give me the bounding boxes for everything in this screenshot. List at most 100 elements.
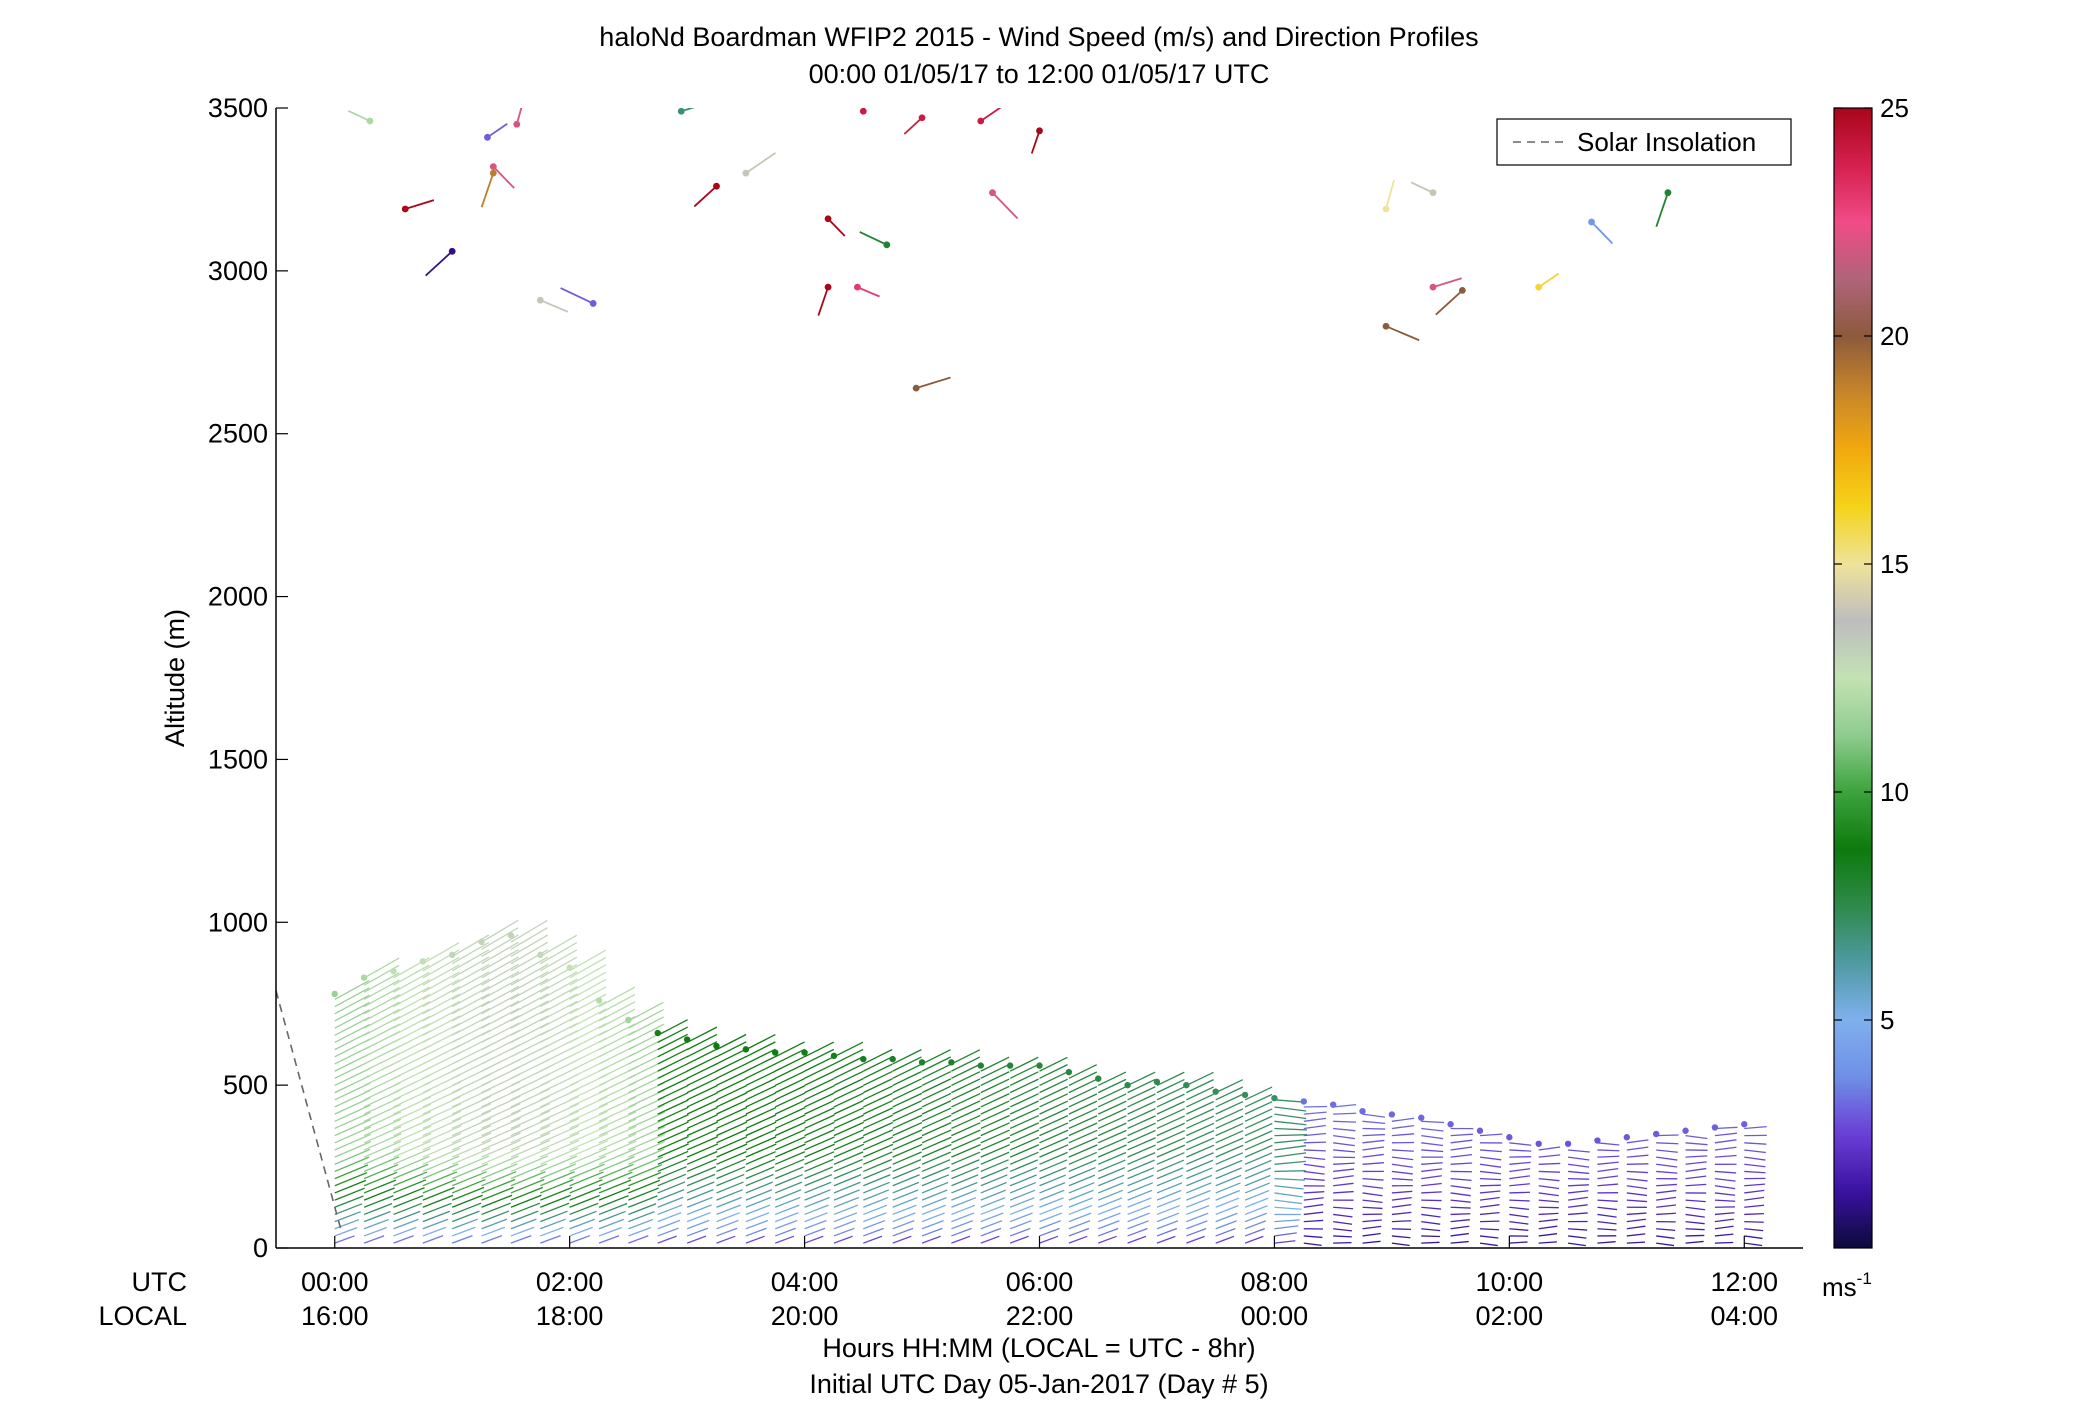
wind-barb <box>1685 1134 1708 1140</box>
wind-barb <box>980 1235 1000 1244</box>
wind-barb <box>510 1000 549 1022</box>
x-row-label-utc: UTC <box>132 1267 188 1297</box>
wind-barb <box>1097 1129 1127 1144</box>
wind-barb <box>863 1227 884 1237</box>
wind-barb <box>363 1096 401 1115</box>
wind-barb <box>569 1015 607 1036</box>
wind-barb <box>1626 1241 1646 1244</box>
wind-barb <box>1039 1064 1068 1079</box>
wind-barb <box>628 1210 655 1223</box>
wind-barb <box>628 1133 666 1151</box>
wind-point <box>948 1059 955 1066</box>
wind-barb <box>951 1204 976 1216</box>
wind-barb <box>686 1219 710 1230</box>
wind-barb <box>686 1055 718 1072</box>
x-tick-label-local: 02:00 <box>1476 1301 1544 1331</box>
wind-barb <box>1391 1203 1412 1208</box>
wind-barb <box>804 1235 824 1244</box>
wind-barb <box>540 1179 574 1194</box>
wind-barb <box>569 1210 597 1223</box>
wind-barb <box>481 1202 511 1216</box>
wind-barb <box>510 1103 550 1122</box>
wind-barb <box>510 941 549 965</box>
wind-barb <box>1626 1170 1649 1174</box>
wind-barb <box>451 971 490 993</box>
wind-barb <box>1156 1129 1186 1144</box>
wind-barb <box>1362 1232 1381 1237</box>
wind-profile <box>830 1041 865 1244</box>
wind-barb <box>1421 1213 1441 1218</box>
wind-barb <box>510 1235 532 1244</box>
wind-barb <box>716 1114 748 1130</box>
aloft-wind-point <box>859 108 867 115</box>
wind-barb <box>1009 1136 1040 1151</box>
wind-barb <box>1568 1149 1590 1153</box>
wind-barb <box>569 1140 609 1158</box>
wind-barb <box>393 979 430 1001</box>
wind-barb <box>1097 1078 1127 1094</box>
wind-barb <box>481 1171 517 1187</box>
wind-barb <box>1009 1151 1039 1165</box>
wind-barb <box>716 1048 747 1065</box>
wind-barb <box>481 1147 520 1165</box>
wind-barb <box>1186 1174 1213 1187</box>
wind-barb <box>1333 1120 1357 1123</box>
aloft-wind-barb <box>817 286 829 316</box>
wind-barb <box>481 985 520 1008</box>
wind-barb <box>1714 1225 1734 1230</box>
wind-barb <box>951 1114 981 1130</box>
wind-barb <box>451 1202 482 1216</box>
wind-barb <box>833 1056 864 1072</box>
wind-point <box>507 932 515 939</box>
wind-profile <box>1623 1134 1649 1244</box>
wind-barb <box>980 1078 1010 1094</box>
wind-barb <box>1274 1120 1307 1126</box>
wind-barb <box>1714 1132 1738 1137</box>
x-axis-label: Hours HH:MM (LOCAL = UTC - 8hr) <box>822 1333 1255 1363</box>
wind-barb <box>804 1077 835 1094</box>
wind-barb <box>951 1227 972 1237</box>
wind-barb <box>1538 1146 1561 1151</box>
wind-barb <box>510 1210 539 1223</box>
wind-barb <box>1009 1071 1039 1087</box>
wind-barb <box>1303 1242 1322 1247</box>
wind-barb <box>569 971 607 993</box>
wind-profile <box>1095 1071 1127 1244</box>
aloft-wind-point <box>713 182 720 190</box>
wind-barb <box>980 1093 1010 1108</box>
wind-barb <box>393 1001 431 1022</box>
wind-barb <box>451 985 490 1008</box>
wind-barb <box>598 1210 626 1223</box>
aloft-wind-point <box>513 120 521 128</box>
wind-point <box>801 1049 808 1056</box>
aloft-wind-barb <box>539 299 569 313</box>
aloft-wind-point <box>742 169 750 177</box>
wind-point <box>1711 1124 1719 1131</box>
aloft-wind-point <box>589 300 597 307</box>
wind-barb <box>1744 1149 1766 1154</box>
wind-profile <box>860 1048 894 1244</box>
wind-barb <box>1626 1199 1648 1203</box>
wind-barb <box>1538 1241 1557 1244</box>
wind-barb <box>1215 1159 1243 1173</box>
wind-barb <box>598 1125 637 1144</box>
wind-barb <box>363 1203 393 1216</box>
wind-barb <box>1450 1192 1471 1197</box>
wind-barb <box>716 1173 745 1187</box>
wind-barb <box>833 1219 856 1230</box>
wind-barb <box>1244 1227 1265 1237</box>
wind-barb <box>1597 1183 1619 1187</box>
wind-barb <box>892 1219 915 1230</box>
wind-barb <box>1421 1182 1442 1187</box>
wind-barb <box>716 1128 748 1144</box>
wind-barb <box>1097 1144 1127 1158</box>
wind-barb <box>951 1063 981 1079</box>
wind-barb <box>1097 1189 1124 1201</box>
wind-barb <box>598 1118 637 1137</box>
wind-profile <box>713 1033 748 1244</box>
wind-barb <box>1714 1241 1734 1244</box>
wind-barb <box>980 1174 1008 1187</box>
wind-barb <box>1039 1166 1067 1180</box>
wind-barb <box>1039 1212 1063 1223</box>
wind-barb <box>569 1132 608 1151</box>
